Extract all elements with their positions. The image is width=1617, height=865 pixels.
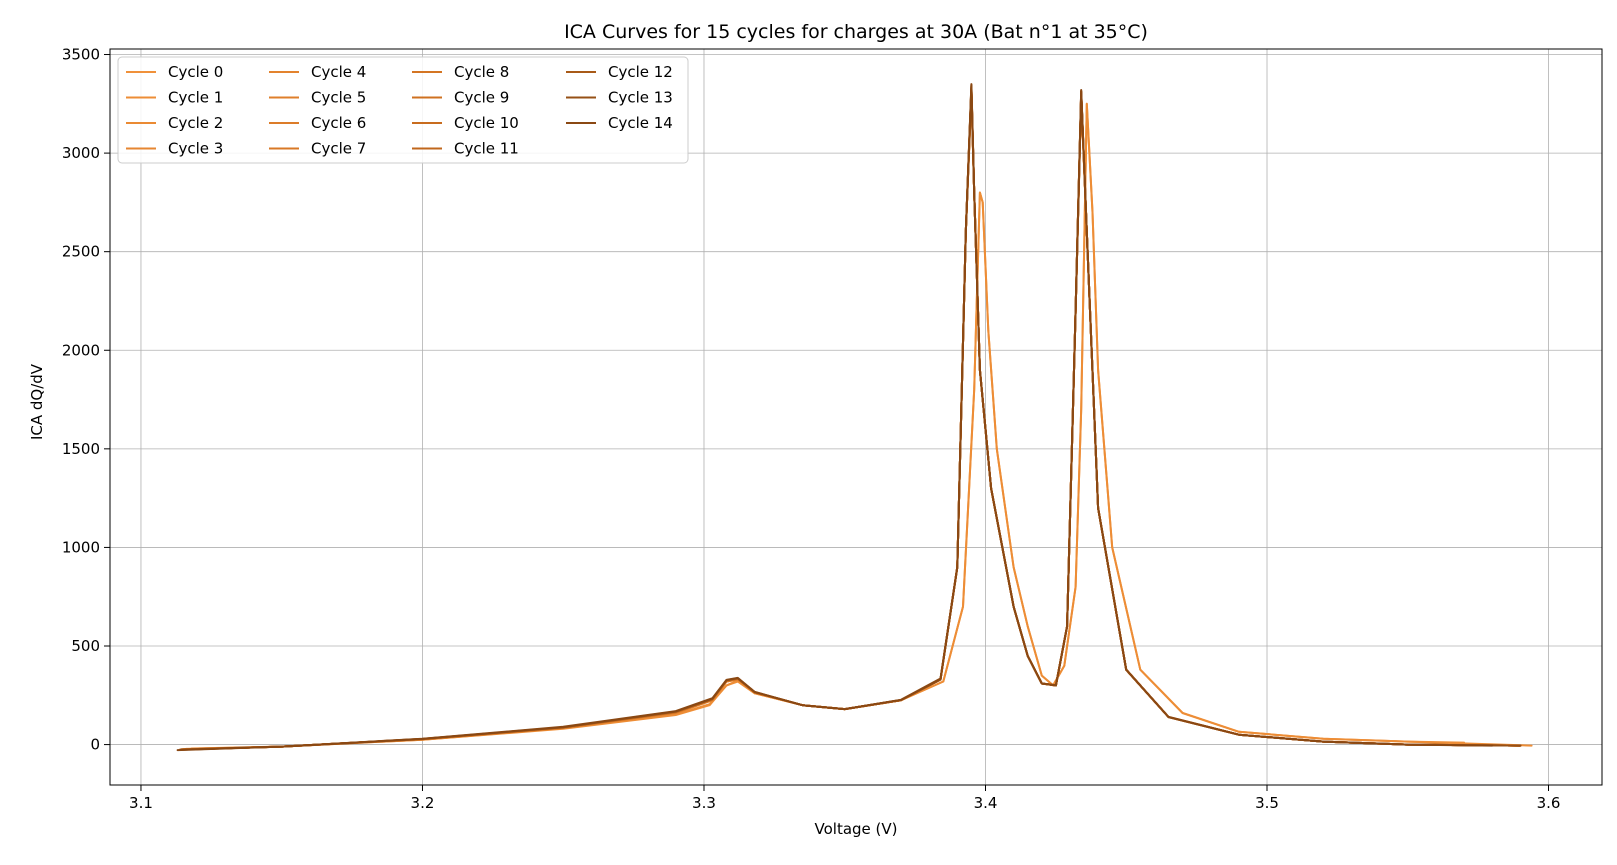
- x-axis-label: Voltage (V): [815, 820, 898, 838]
- legend-label: Cycle 11: [454, 140, 519, 158]
- legend-label: Cycle 0: [168, 63, 223, 81]
- legend-label: Cycle 4: [311, 63, 366, 81]
- legend-label: Cycle 13: [608, 89, 673, 107]
- y-tick-label: 1500: [62, 440, 100, 458]
- y-tick-label: 3500: [62, 46, 100, 64]
- legend-label: Cycle 1: [168, 89, 223, 107]
- x-tick-label: 3.4: [974, 794, 998, 812]
- series-lines: [176, 83, 1533, 752]
- x-tick-label: 3.6: [1537, 794, 1561, 812]
- x-tick-label: 3.2: [411, 794, 435, 812]
- legend-label: Cycle 5: [311, 89, 366, 107]
- series-line-cycle-1: [185, 102, 1533, 750]
- grid: [110, 49, 1602, 785]
- legend-label: Cycle 12: [608, 63, 673, 81]
- x-tick-label: 3.3: [692, 794, 716, 812]
- legend-label: Cycle 9: [454, 89, 509, 107]
- legend-label: Cycle 10: [454, 114, 519, 132]
- series-line-cycle-14: [176, 83, 1494, 752]
- y-tick-label: 2000: [62, 341, 100, 359]
- plot-frame: [109, 48, 1603, 786]
- legend-label: Cycle 14: [608, 114, 673, 132]
- y-axis-label: ICA dQ/dV: [28, 363, 46, 440]
- legend-label: Cycle 3: [168, 140, 223, 158]
- x-tick-label: 3.5: [1255, 794, 1279, 812]
- y-tick-label: 3000: [62, 144, 100, 162]
- legend-box: [117, 56, 689, 164]
- y-tick-label: 1000: [62, 538, 100, 556]
- axis-ticks: 3.1 3.2 3.3 3.4 3.5 3.6 0 500 1000 1500 2000 2500 30…: [62, 46, 1561, 812]
- x-tick-label: 3.1: [129, 794, 153, 812]
- legend-label: Cycle 8: [454, 63, 509, 81]
- y-tick-label: 2500: [62, 243, 100, 261]
- chart-title: ICA Curves for 15 cycles for charges at …: [564, 21, 1148, 43]
- y-tick-label: 0: [90, 736, 100, 754]
- legend-label: Cycle 2: [168, 114, 223, 132]
- legend-label: Cycle 7: [311, 140, 366, 158]
- legend-label: Cycle 6: [311, 114, 366, 132]
- legend: Cycle 0 Cycle 1 Cycle 2 Cycle 3 Cycle 4 Cycle…: [117, 56, 689, 164]
- y-tick-label: 500: [71, 637, 100, 655]
